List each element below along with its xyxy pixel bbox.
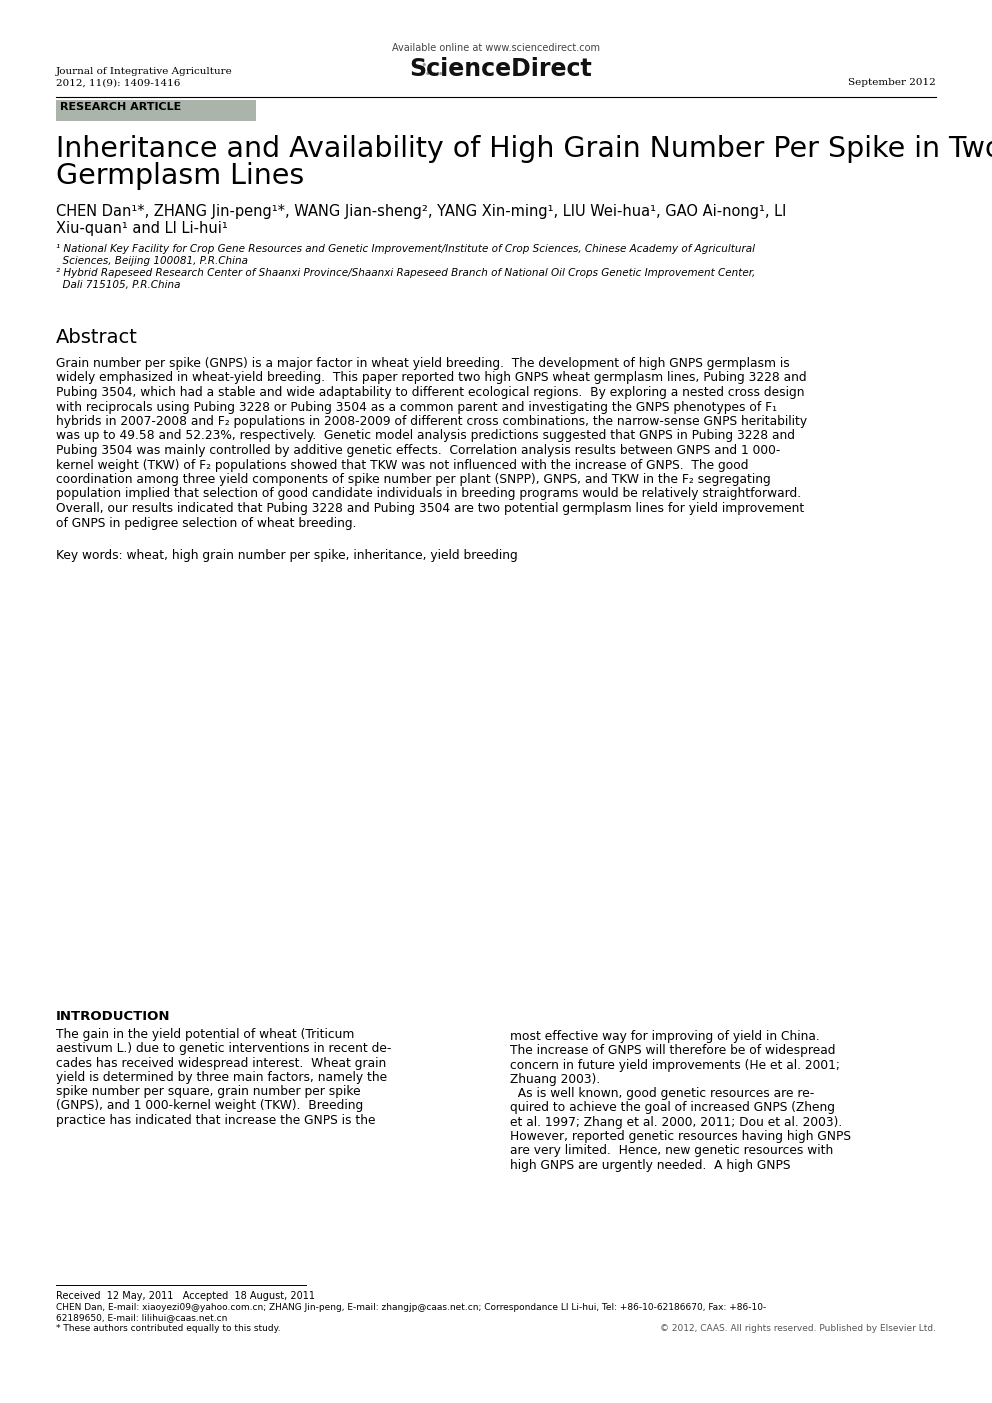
Text: •  ••
 •••: • •• ••• xyxy=(421,60,447,79)
Text: CHEN Dan¹*, ZHANG Jin-peng¹*, WANG Jian-sheng², YANG Xin-ming¹, LIU Wei-hua¹, GA: CHEN Dan¹*, ZHANG Jin-peng¹*, WANG Jian-… xyxy=(56,203,787,219)
Text: The increase of GNPS will therefore be of widespread: The increase of GNPS will therefore be o… xyxy=(510,1044,835,1058)
Text: yield is determined by three main factors, namely the: yield is determined by three main factor… xyxy=(56,1070,387,1085)
Text: ¹ National Key Facility for Crop Gene Resources and Genetic Improvement/Institut: ¹ National Key Facility for Crop Gene Re… xyxy=(56,244,755,254)
Text: was up to 49.58 and 52.23%, respectively.  Genetic model analysis predictions su: was up to 49.58 and 52.23%, respectively… xyxy=(56,429,795,442)
Text: INTRODUCTION: INTRODUCTION xyxy=(56,1010,171,1023)
Text: coordination among three yield components of spike number per plant (SNPP), GNPS: coordination among three yield component… xyxy=(56,473,771,485)
Text: of GNPS in pedigree selection of wheat breeding.: of GNPS in pedigree selection of wheat b… xyxy=(56,516,356,529)
Bar xyxy=(56,100,256,121)
Text: Inheritance and Availability of High Grain Number Per Spike in Two Wheat: Inheritance and Availability of High Gra… xyxy=(56,135,992,163)
Text: kernel weight (TKW) of F₂ populations showed that TKW was not influenced with th: kernel weight (TKW) of F₂ populations sh… xyxy=(56,459,749,471)
Text: Journal of Integrative Agriculture: Journal of Integrative Agriculture xyxy=(56,67,233,76)
Text: high GNPS are urgently needed.  A high GNPS: high GNPS are urgently needed. A high GN… xyxy=(510,1159,791,1172)
Text: practice has indicated that increase the GNPS is the: practice has indicated that increase the… xyxy=(56,1114,376,1127)
Text: with reciprocals using Pubing 3228 or Pubing 3504 as a common parent and investi: with reciprocals using Pubing 3228 or Pu… xyxy=(56,400,777,414)
Text: Received  12 May, 2011   Accepted  18 August, 2011: Received 12 May, 2011 Accepted 18 August… xyxy=(56,1291,315,1301)
Text: September 2012: September 2012 xyxy=(848,79,936,87)
Text: 62189650, E-mail: lilihui@caas.net.cn: 62189650, E-mail: lilihui@caas.net.cn xyxy=(56,1313,227,1322)
Text: cades has received widespread interest.  Wheat grain: cades has received widespread interest. … xyxy=(56,1056,386,1069)
Text: Abstract: Abstract xyxy=(56,328,138,347)
Text: CHEN Dan, E-mail: xiaoyezi09@yahoo.com.cn; ZHANG Jin-peng, E-mail: zhangjp@caas.: CHEN Dan, E-mail: xiaoyezi09@yahoo.com.c… xyxy=(56,1303,766,1312)
Text: Sciences, Beijing 100081, P.R.China: Sciences, Beijing 100081, P.R.China xyxy=(56,255,248,267)
Text: (GNPS), and 1 000-kernel weight (TKW).  Breeding: (GNPS), and 1 000-kernel weight (TKW). B… xyxy=(56,1100,363,1113)
Text: quired to achieve the goal of increased GNPS (Zheng: quired to achieve the goal of increased … xyxy=(510,1101,835,1114)
Text: 2012, 11(9): 1409-1416: 2012, 11(9): 1409-1416 xyxy=(56,79,181,88)
Text: * These authors contributed equally to this study.: * These authors contributed equally to t… xyxy=(56,1324,281,1333)
Text: spike number per square, grain number per spike: spike number per square, grain number pe… xyxy=(56,1085,361,1099)
Text: Zhuang 2003).: Zhuang 2003). xyxy=(510,1073,600,1086)
Text: Germplasm Lines: Germplasm Lines xyxy=(56,161,305,189)
Text: Pubing 3504, which had a stable and wide adaptability to different ecological re: Pubing 3504, which had a stable and wide… xyxy=(56,386,805,398)
Text: population implied that selection of good candidate individuals in breeding prog: population implied that selection of goo… xyxy=(56,487,802,501)
Text: aestivum L.) due to genetic interventions in recent de-: aestivum L.) due to genetic intervention… xyxy=(56,1042,392,1055)
Text: hybrids in 2007-2008 and F₂ populations in 2008-2009 of different cross combinat: hybrids in 2007-2008 and F₂ populations … xyxy=(56,415,807,428)
Text: Key words: wheat, high grain number per spike, inheritance, yield breeding: Key words: wheat, high grain number per … xyxy=(56,549,518,563)
Text: are very limited.  Hence, new genetic resources with: are very limited. Hence, new genetic res… xyxy=(510,1145,833,1157)
Text: widely emphasized in wheat-yield breeding.  This paper reported two high GNPS wh: widely emphasized in wheat-yield breedin… xyxy=(56,372,806,384)
Text: Available online at www.sciencedirect.com: Available online at www.sciencedirect.co… xyxy=(392,43,600,53)
Text: et al. 1997; Zhang et al. 2000, 2011; Dou et al. 2003).: et al. 1997; Zhang et al. 2000, 2011; Do… xyxy=(510,1115,842,1129)
Text: ² Hybrid Rapeseed Research Center of Shaanxi Province/Shaanxi Rapeseed Branch of: ² Hybrid Rapeseed Research Center of Sha… xyxy=(56,268,755,278)
Text: Grain number per spike (GNPS) is a major factor in wheat yield breeding.  The de: Grain number per spike (GNPS) is a major… xyxy=(56,356,790,370)
Text: Pubing 3504 was mainly controlled by additive genetic effects.  Correlation anal: Pubing 3504 was mainly controlled by add… xyxy=(56,443,781,457)
Text: Xiu-quan¹ and LI Li-hui¹: Xiu-quan¹ and LI Li-hui¹ xyxy=(56,222,228,236)
Text: most effective way for improving of yield in China.: most effective way for improving of yiel… xyxy=(510,1030,819,1042)
Text: The gain in the yield potential of wheat (Triticum: The gain in the yield potential of wheat… xyxy=(56,1028,354,1041)
Text: RESEARCH ARTICLE: RESEARCH ARTICLE xyxy=(60,102,182,112)
Text: Dali 715105, P.R.China: Dali 715105, P.R.China xyxy=(56,281,181,290)
Text: © 2012, CAAS. All rights reserved. Published by Elsevier Ltd.: © 2012, CAAS. All rights reserved. Publi… xyxy=(660,1324,936,1333)
Text: concern in future yield improvements (He et al. 2001;: concern in future yield improvements (He… xyxy=(510,1059,840,1072)
Text: However, reported genetic resources having high GNPS: However, reported genetic resources havi… xyxy=(510,1129,851,1143)
Text: ScienceDirect: ScienceDirect xyxy=(410,58,592,81)
Text: As is well known, good genetic resources are re-: As is well known, good genetic resources… xyxy=(510,1087,814,1100)
Text: Overall, our results indicated that Pubing 3228 and Pubing 3504 are two potentia: Overall, our results indicated that Pubi… xyxy=(56,502,805,515)
